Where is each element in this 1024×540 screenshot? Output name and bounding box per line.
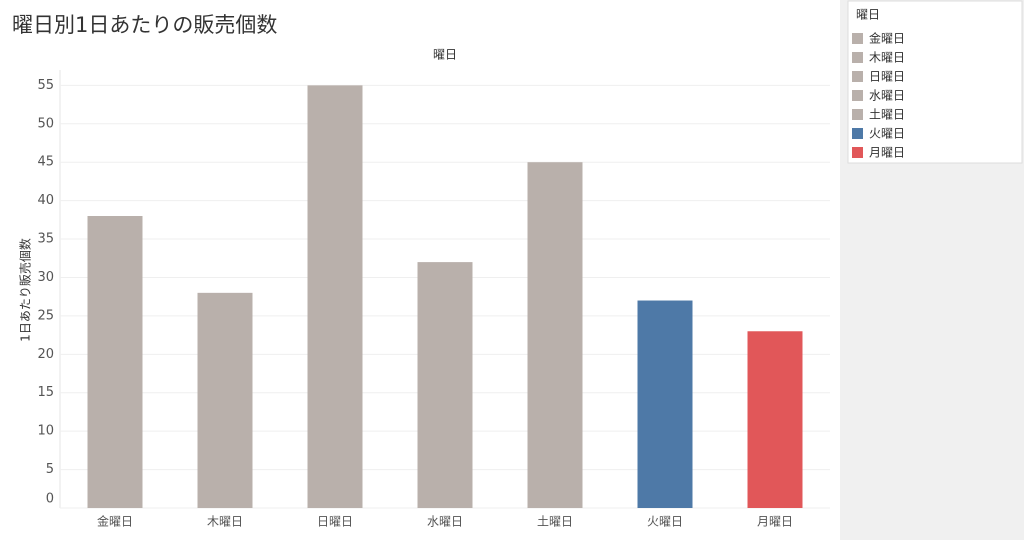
x-tick-label: 土曜日 [537, 515, 573, 529]
y-tick-label: 30 [37, 270, 54, 285]
x-tick-label: 月曜日 [757, 515, 793, 529]
y-tick-label: 25 [37, 308, 54, 323]
y-tick-label: 55 [37, 78, 54, 93]
legend-box [847, 0, 1023, 164]
bar [87, 216, 143, 508]
x-tick-label: 金曜日 [97, 514, 133, 529]
bar [637, 300, 693, 508]
column-header: 曜日 [433, 48, 457, 62]
legend-label: 火曜日 [869, 127, 905, 141]
legend-label: 水曜日 [869, 89, 905, 103]
legend-label: 日曜日 [869, 70, 905, 84]
legend-swatch [852, 109, 863, 120]
legend-label: 木曜日 [869, 51, 905, 65]
bar [747, 331, 803, 508]
legend-swatch [852, 90, 863, 101]
y-tick-label: 50 [37, 116, 54, 131]
x-tick-label: 火曜日 [647, 515, 683, 529]
legend-swatch [852, 33, 863, 44]
y-tick-label: 10 [37, 424, 54, 439]
y-tick-label: 20 [37, 347, 54, 362]
bar [527, 162, 583, 509]
y-axis-title: 1日あたり販売個数 [18, 238, 33, 342]
legend-label: 月曜日 [869, 146, 905, 160]
legend-label: 金曜日 [869, 31, 905, 46]
legend-swatch [852, 52, 863, 63]
y-tick-label: 35 [37, 232, 54, 247]
x-tick-label: 水曜日 [427, 515, 463, 529]
y-tick-label: 40 [37, 193, 54, 208]
legend-swatch [852, 128, 863, 139]
legend-label: 土曜日 [869, 108, 905, 122]
bar [197, 292, 253, 508]
legend-swatch [852, 147, 863, 158]
y-tick-label: 0 [46, 492, 54, 507]
y-tick-label: 15 [37, 385, 54, 400]
y-tick-label: 45 [37, 155, 54, 170]
legend-swatch [852, 71, 863, 82]
y-tick-label: 5 [46, 462, 54, 477]
bar [417, 262, 473, 508]
chart-title: 曜日別1日あたりの販売個数 [12, 13, 277, 37]
legend-title: 曜日 [856, 8, 880, 22]
x-tick-label: 日曜日 [317, 515, 353, 529]
bar [307, 85, 363, 509]
x-tick-label: 木曜日 [207, 515, 243, 529]
